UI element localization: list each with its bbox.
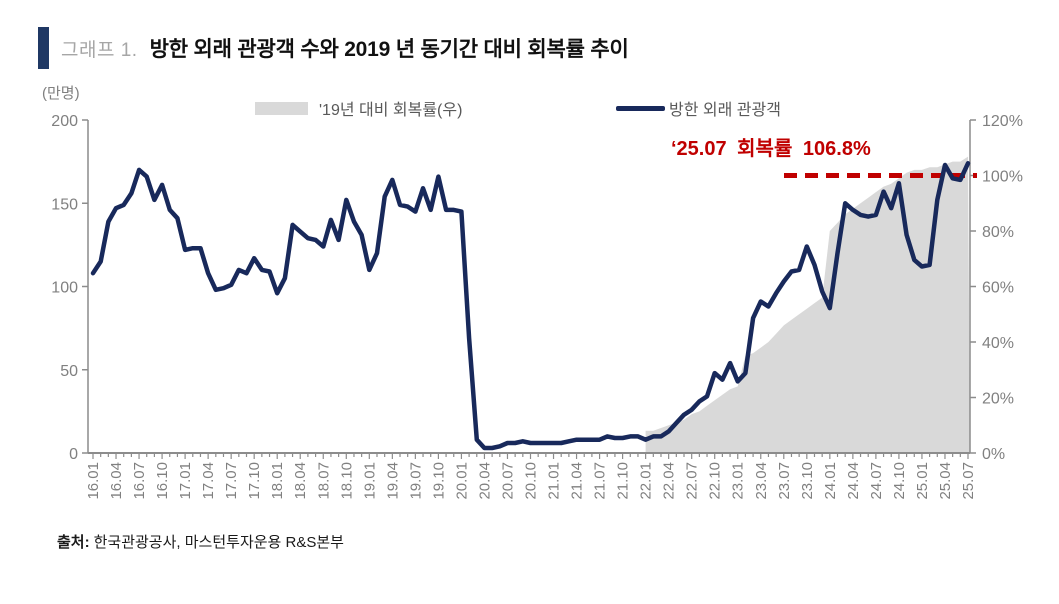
title-accent-bar [38, 27, 49, 69]
legend-item-recovery-rate: '19년 대비 회복률(우) [255, 96, 462, 120]
y-tick-label-left: 200 [51, 113, 78, 130]
x-tick-label: 18.10 [338, 462, 355, 500]
x-tick-label: 23.01 [730, 462, 747, 500]
y-tick-label-right: 60% [982, 280, 1014, 297]
x-tick-label: 24.07 [868, 462, 885, 500]
x-tick-label: 16.01 [85, 462, 102, 500]
x-tick-label: 18.01 [269, 462, 286, 500]
x-tick-label: 16.10 [154, 462, 171, 500]
x-tick-label: 17.10 [246, 462, 263, 500]
x-tick-label: 18.04 [292, 462, 309, 500]
x-tick-label: 20.07 [499, 462, 516, 500]
x-tick-label: 19.04 [384, 462, 401, 500]
x-tick-label: 18.07 [315, 462, 332, 500]
y-tick-label-right: 20% [982, 391, 1014, 408]
legend-item-visitors: 방한 외래 관광객 [616, 96, 781, 120]
visitors-line [90, 161, 971, 451]
x-tick-label: 25.07 [960, 462, 977, 500]
x-tick-label: 20.04 [476, 462, 493, 500]
x-tick-label: 17.07 [223, 462, 240, 500]
page-title: 방한 외래 관광객 수와 2019 년 동기간 대비 회복률 추이 [149, 38, 629, 61]
y-tick-label-left: 50 [60, 363, 78, 380]
x-tick-label: 22.04 [661, 462, 678, 500]
x-tick-label: 22.01 [638, 462, 655, 500]
x-tick-label: 16.04 [108, 462, 125, 500]
x-tick-label: 24.10 [891, 462, 908, 500]
chart-title-row: 그래프 1. 방한 외래 관광객 수와 2019 년 동기간 대비 회복률 추이 [38, 27, 629, 69]
x-tick-label: 21.10 [615, 462, 632, 500]
x-tick-label: 19.07 [407, 462, 424, 500]
x-tick-label: 24.01 [822, 462, 839, 500]
left-axis-unit-label: (만명) [42, 85, 80, 102]
x-tick-label: 17.01 [177, 462, 194, 500]
y-tick-label-left: 100 [51, 280, 78, 297]
recovery-rate-annotation: ‘25.07 회복률 106.8% [671, 138, 871, 160]
x-tick-label: 17.04 [200, 462, 217, 500]
x-tick-label: 21.01 [546, 462, 563, 500]
y-tick-label-right: 80% [982, 224, 1014, 241]
line-swatch [616, 105, 665, 111]
x-tick-label: 25.01 [914, 462, 931, 500]
x-tick-label: 20.01 [453, 462, 470, 500]
x-tick-label: 23.07 [776, 462, 793, 500]
x-tick-label: 22.10 [707, 462, 724, 500]
title-prefix: 그래프 1. [61, 39, 138, 61]
y-tick-label-right: 0% [982, 446, 1005, 463]
x-tick-label: 22.07 [684, 462, 701, 500]
y-tick-label-right: 100% [982, 169, 1023, 186]
legend: '19년 대비 회복률(우) 방한 외래 관광객 [0, 96, 1059, 120]
y-tick-label-right: 40% [982, 335, 1014, 352]
x-tick-label: 19.10 [430, 462, 447, 500]
x-tick-label: 25.04 [937, 462, 954, 500]
x-tick-label: 23.10 [799, 462, 816, 500]
source-note: 출처: 한국관광공사, 마스턴투자운용 R&S본부 [57, 531, 344, 552]
x-tick-label: 19.01 [361, 462, 378, 500]
legend-label-recovery-rate: '19년 대비 회복률(우) [319, 102, 463, 119]
source-text: 한국관광공사, 마스턴투자운용 R&S본부 [93, 534, 344, 551]
area-swatch [255, 101, 308, 115]
y-tick-label-right: 120% [982, 113, 1023, 130]
y-tick-label-left: 0 [69, 446, 78, 463]
x-tick-label: 21.04 [569, 462, 586, 500]
x-tick-label: 16.07 [131, 462, 148, 500]
y-tick-label-left: 150 [51, 196, 78, 213]
x-tick-label: 21.07 [592, 462, 609, 500]
x-tick-label: 23.04 [753, 462, 770, 500]
legend-label-visitors: 방한 외래 관광객 [669, 102, 781, 119]
x-tick-label: 20.10 [523, 462, 540, 500]
x-tick-label: 24.04 [845, 462, 862, 500]
recovery-rate-area [645, 156, 970, 453]
source-label: 출처: [57, 534, 90, 551]
